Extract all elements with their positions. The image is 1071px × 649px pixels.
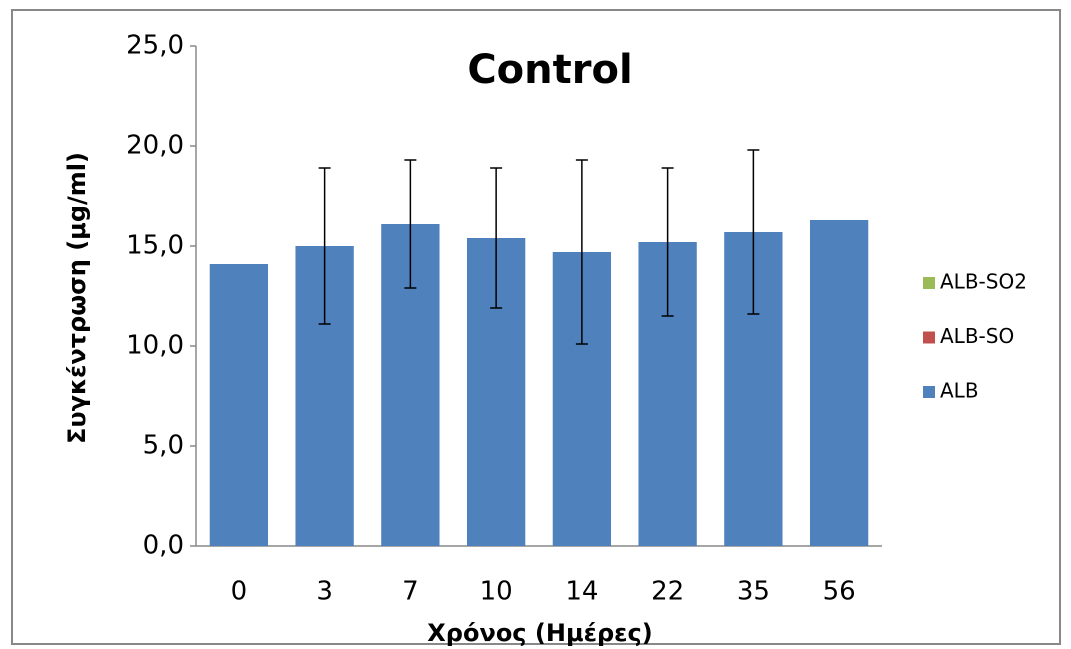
legend-swatch (923, 386, 935, 398)
y-tick-label: 25,0 (126, 31, 184, 61)
y-tick-label: 15,0 (126, 231, 184, 261)
bar (809, 220, 869, 546)
legend-swatch (923, 277, 935, 289)
x-tick-label: 10 (480, 577, 513, 607)
bar (209, 264, 269, 546)
y-tick-label: 0,0 (143, 531, 184, 561)
y-tick-label: 20,0 (126, 131, 184, 161)
legend-label: ALB-SO (940, 324, 1014, 348)
x-tick-label: 7 (402, 577, 419, 607)
x-tick-label: 3 (316, 577, 333, 607)
y-tick-label: 10,0 (126, 331, 184, 361)
x-tick-label: 22 (651, 577, 684, 607)
x-tick-label: 0 (231, 577, 248, 607)
x-tick-label: 35 (737, 577, 770, 607)
x-axis-label: Χρόνος (Ημέρες) (427, 619, 652, 647)
legend-label: ALB (940, 379, 979, 403)
y-axis-label: Συγκέντρωση (μg/ml) (63, 152, 91, 444)
x-tick-label: 14 (565, 577, 598, 607)
chart-title: Control (467, 47, 632, 93)
x-tick-label: 56 (823, 577, 856, 607)
legend-label: ALB-SO2 (940, 270, 1027, 294)
chart-border (11, 9, 1061, 645)
legend-swatch (923, 331, 935, 344)
y-tick-label: 5,0 (143, 431, 184, 461)
